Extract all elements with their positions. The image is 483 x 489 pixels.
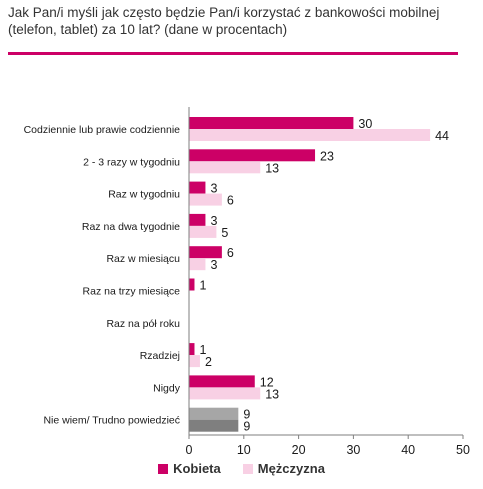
x-tick-label: 0 xyxy=(186,443,193,457)
legend-item-kobieta: Kobieta xyxy=(158,461,221,476)
bar-mezczyzna xyxy=(189,258,206,271)
category-label: Raz w tygodniu xyxy=(108,189,180,201)
category-label: Raz na pół roku xyxy=(106,318,180,330)
x-tick-label: 50 xyxy=(456,443,470,457)
legend-swatch-kobieta xyxy=(158,463,169,474)
bar-kobieta xyxy=(189,213,206,226)
bar-mezczyzna xyxy=(189,129,431,141)
category-label: Raz na dwa tygodnie xyxy=(82,221,180,233)
category-label: Nigdy xyxy=(153,382,181,394)
category-label: Rzadziej xyxy=(140,350,180,362)
legend-item-mezczyzna: Mężczyzna xyxy=(242,461,325,476)
category-label: Raz w miesiącu xyxy=(106,253,180,265)
data-label-kobieta: 1 xyxy=(199,343,206,357)
bar-mezczyzna xyxy=(189,193,222,206)
bar-kobieta xyxy=(189,375,255,388)
data-label-kobieta: 3 xyxy=(210,214,217,228)
bar-kobieta xyxy=(189,117,354,129)
bar-mezczyzna xyxy=(189,419,239,432)
title-divider xyxy=(8,52,458,55)
data-label-mezczyzna: 44 xyxy=(435,129,449,143)
category-label: Nie wiem/ Trudno powiedzieć xyxy=(43,415,180,427)
bar-kobieta xyxy=(189,343,195,356)
bar-kobieta xyxy=(189,278,195,291)
x-tick-label: 30 xyxy=(346,443,360,457)
legend-label-mezczyzna: Mężczyzna xyxy=(257,461,325,476)
bar-kobieta xyxy=(189,181,206,194)
bar-mezczyzna xyxy=(189,355,200,368)
data-label-kobieta: 23 xyxy=(320,149,334,163)
data-label-mezczyzna: 13 xyxy=(265,387,279,401)
x-tick-label: 40 xyxy=(401,443,415,457)
bar-kobieta xyxy=(189,407,239,420)
legend-swatch-mezczyzna xyxy=(242,463,253,474)
data-label-mezczyzna: 9 xyxy=(243,420,250,434)
data-label-mezczyzna: 2 xyxy=(205,355,212,369)
bar-kobieta xyxy=(189,246,222,259)
data-label-kobieta: 12 xyxy=(260,375,274,389)
category-label: 2 - 3 razy w tygodniu xyxy=(83,156,180,168)
category-label: Codziennie lub prawie codziennie xyxy=(24,124,181,136)
data-label-mezczyzna: 3 xyxy=(210,258,217,272)
data-label-mezczyzna: 6 xyxy=(227,194,234,208)
data-label-mezczyzna: 5 xyxy=(221,226,228,240)
x-tick-label: 10 xyxy=(237,443,251,457)
data-label-kobieta: 3 xyxy=(210,182,217,196)
data-label-kobieta: 1 xyxy=(199,279,206,293)
data-label-kobieta: 6 xyxy=(227,246,234,260)
x-tick-label: 20 xyxy=(292,443,306,457)
bar-mezczyzna xyxy=(189,161,261,174)
legend-label-kobieta: Kobieta xyxy=(173,461,221,476)
data-label-kobieta: 30 xyxy=(358,117,372,131)
chart-title: Jak Pan/i myśli jak często będzie Pan/i … xyxy=(8,5,440,37)
category-label: Raz na trzy miesiące xyxy=(83,286,181,298)
chart-legend: Kobieta Mężczyzna xyxy=(0,461,483,476)
bar-mezczyzna xyxy=(189,387,261,400)
bar-mezczyzna xyxy=(189,225,217,238)
data-label-mezczyzna: 13 xyxy=(265,161,279,175)
data-label-kobieta: 9 xyxy=(243,408,250,422)
bar-kobieta xyxy=(189,149,316,162)
